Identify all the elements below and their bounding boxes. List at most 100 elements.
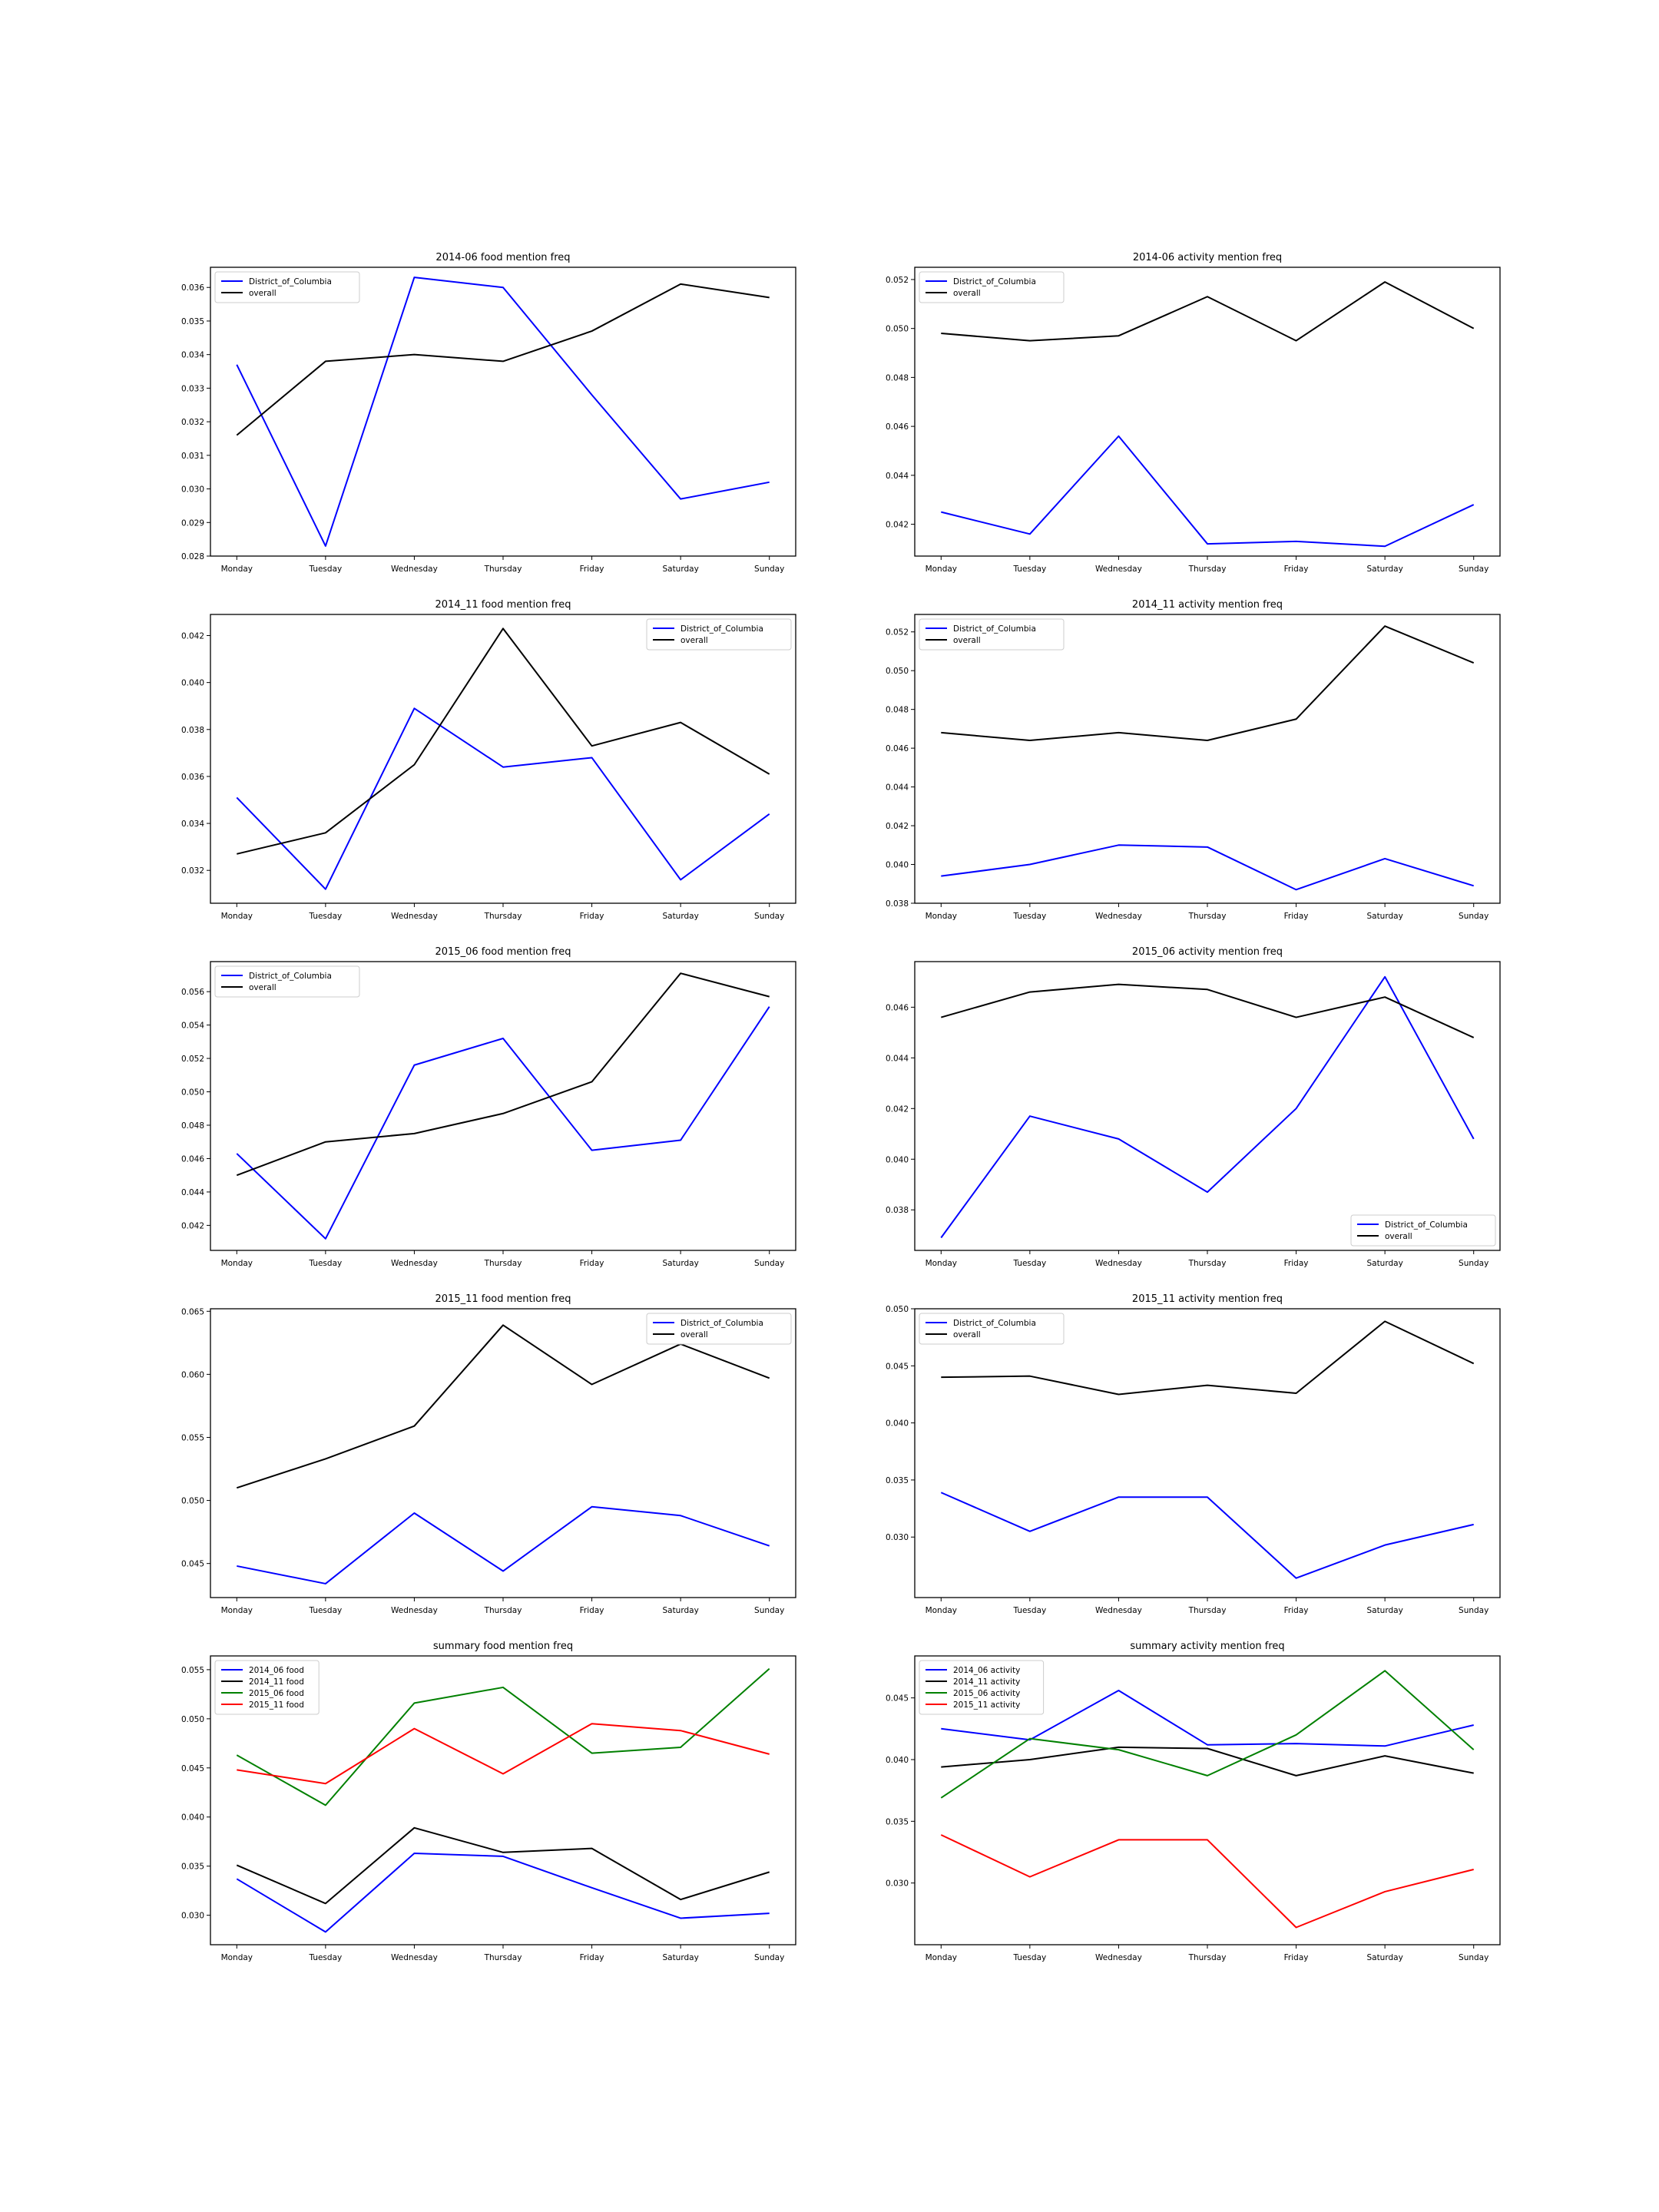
y-tick-label: 0.029 [181,518,204,528]
series-line-1 [236,1853,770,1933]
y-tick-label: 0.046 [886,744,909,753]
legend-label: 2015_06 food [249,1689,304,1698]
x-tick-label: Tuesday [309,565,343,574]
legend-label: District_of_Columbia [953,277,1036,286]
y-tick-label: 0.035 [181,1863,204,1872]
x-tick-label: Friday [580,1259,604,1268]
x-tick-label: Sunday [754,912,784,921]
x-tick-label: Friday [1284,1259,1309,1268]
y-tick-label: 0.031 [181,452,204,461]
y-tick-label: 0.048 [886,373,909,382]
y-tick-label: 0.046 [886,1003,909,1012]
y-tick-label: 0.052 [181,1055,204,1064]
y-tick-label: 0.034 [181,351,204,360]
x-tick-label: Wednesday [1095,565,1142,574]
x-tick-label: Tuesday [309,1259,343,1268]
y-tick-label: 0.040 [181,679,204,688]
y-tick-label: 0.040 [886,1155,909,1164]
x-tick-label: Thursday [484,565,522,574]
x-tick-label: Friday [1284,1606,1309,1615]
y-tick-label: 0.052 [886,628,909,637]
y-tick-label: 0.028 [181,552,204,561]
series-line-1 [941,844,1475,891]
legend-label: overall [249,289,276,298]
x-tick-label: Monday [221,1953,253,1962]
x-tick-label: Tuesday [309,912,343,921]
x-tick-label: Monday [926,1953,957,1962]
series-line-4 [940,1834,1474,1929]
legend-box [919,1313,1065,1345]
y-tick-label: 0.038 [886,1206,909,1215]
legend-box [919,1660,1045,1715]
x-tick-label: Thursday [1188,1953,1227,1962]
chart-6: 2015_06 activity mention freq Monday Tuesd… [886,946,1501,1268]
x-tick-label: Friday [580,565,604,574]
axes-frame [210,961,796,1251]
y-tick-label: 0.038 [181,726,204,735]
x-tick-label: Monday [221,1259,253,1268]
legend-box [646,618,792,651]
chart-10: summary activity mention freq Monday Tuesd… [886,1641,1501,1962]
x-tick-label: Friday [580,1606,604,1615]
chart-title: 2014_11 activity mention freq [1132,599,1283,611]
legend-label: overall [680,1330,708,1339]
chart-8: 2015_11 activity mention freq Monday Tuesd… [886,1293,1501,1615]
x-tick-label: Saturday [662,1606,698,1615]
series-line-2 [941,1746,1474,1777]
series-line-3 [236,1667,770,1806]
x-tick-label: Tuesday [1013,1606,1047,1615]
series-line-1 [940,975,1475,1239]
y-tick-label: 0.035 [886,1476,909,1485]
y-tick-label: 0.050 [886,325,909,334]
y-tick-label: 0.033 [181,384,204,393]
x-tick-label: Monday [221,912,253,921]
x-tick-label: Wednesday [391,912,438,921]
y-tick-label: 0.030 [181,485,204,495]
x-tick-label: Tuesday [309,1606,343,1615]
chart-3: 2014_11 food mention freq Monday Tuesday We… [181,599,796,921]
series-line-2 [236,1324,770,1489]
chart-1: 2014-06 food mention freq Monday Tuesday We… [181,252,796,574]
x-tick-label: Thursday [484,1606,522,1615]
y-tick-label: 0.036 [181,283,204,293]
x-tick-label: Saturday [1366,912,1402,921]
legend-label: 2014_11 activity [953,1677,1020,1687]
y-tick-label: 0.042 [181,1221,204,1230]
y-tick-label: 0.030 [886,1879,909,1889]
y-tick-label: 0.044 [886,472,909,481]
y-tick-label: 0.048 [181,1121,204,1131]
axes-frame [210,1308,796,1598]
x-tick-label: Monday [926,912,957,921]
series-line-1 [941,1689,1474,1747]
series-line-2 [941,1320,1475,1396]
x-tick-label: Saturday [1366,1606,1402,1615]
x-tick-label: Tuesday [1013,1259,1047,1268]
y-tick-label: 0.046 [181,1154,204,1164]
chart-title: 2015_06 activity mention freq [1132,946,1283,958]
x-tick-label: Wednesday [391,1953,438,1962]
x-tick-label: Saturday [662,565,698,574]
x-tick-label: Saturday [1366,1953,1402,1962]
legend-label: District_of_Columbia [680,624,763,634]
y-tick-label: 0.055 [181,1666,204,1675]
legend-box [214,271,360,303]
x-tick-label: Wednesday [1095,1953,1142,1962]
x-tick-label: Saturday [662,1259,698,1268]
y-tick-label: 0.034 [181,820,204,829]
chart-title: 2014-06 food mention freq [435,252,570,263]
y-tick-label: 0.032 [181,866,204,876]
y-tick-label: 0.050 [181,1088,204,1098]
x-tick-label: Thursday [1188,912,1227,921]
legend-label: District_of_Columbia [680,1319,763,1328]
series-line-1 [236,707,770,890]
y-tick-label: 0.035 [886,1817,909,1826]
y-tick-label: 0.045 [886,1362,909,1371]
y-tick-label: 0.030 [886,1533,909,1542]
y-tick-label: 0.056 [181,988,204,997]
axes-frame [914,1308,1501,1598]
y-tick-label: 0.042 [181,632,204,641]
x-tick-label: Thursday [1188,565,1227,574]
